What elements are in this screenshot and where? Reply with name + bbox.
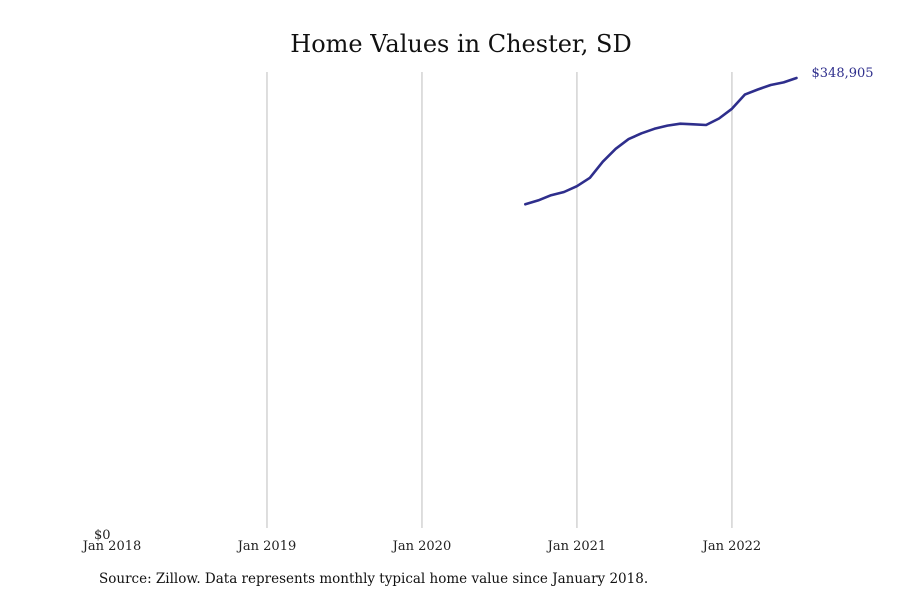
x-tick-label: Jan 2018 <box>81 539 142 554</box>
chart-title: Home Values in Chester, SD <box>290 30 631 58</box>
data-point <box>692 123 694 125</box>
data-point <box>550 194 552 196</box>
data-point <box>589 177 591 179</box>
data-point <box>602 161 604 163</box>
series-line-0 <box>523 76 798 206</box>
data-point <box>653 128 655 130</box>
data-point <box>718 117 720 119</box>
data-point <box>563 191 565 193</box>
data-point <box>576 185 578 187</box>
data-point <box>627 138 629 140</box>
data-point <box>769 84 771 86</box>
data-point <box>705 124 707 126</box>
data-point <box>537 199 539 201</box>
source-note: Source: Zillow. Data represents monthly … <box>99 571 649 587</box>
data-point <box>679 122 681 124</box>
x-tick-label: Jan 2021 <box>546 539 607 554</box>
data-point <box>666 124 668 126</box>
data-point <box>640 132 642 134</box>
x-tick-label: Jan 2020 <box>391 539 452 554</box>
data-point <box>757 88 759 90</box>
y-tick-label-zero: $0 <box>94 528 111 543</box>
x-tick-label: Jan 2022 <box>701 539 762 554</box>
data-point <box>614 148 616 150</box>
data-point <box>731 108 733 110</box>
data-point <box>744 93 746 95</box>
series-group: $348,905 <box>523 66 874 206</box>
x-tick-label: Jan 2019 <box>236 539 297 554</box>
end-value-label: $348,905 <box>812 66 874 81</box>
data-point <box>524 203 526 205</box>
x-axis-ticks: Jan 2018 Jan 2019 Jan 2020 Jan 2021 Jan 2022 <box>81 539 761 554</box>
grid-lines <box>266 72 733 528</box>
data-point <box>782 81 784 83</box>
data-point <box>795 77 797 79</box>
